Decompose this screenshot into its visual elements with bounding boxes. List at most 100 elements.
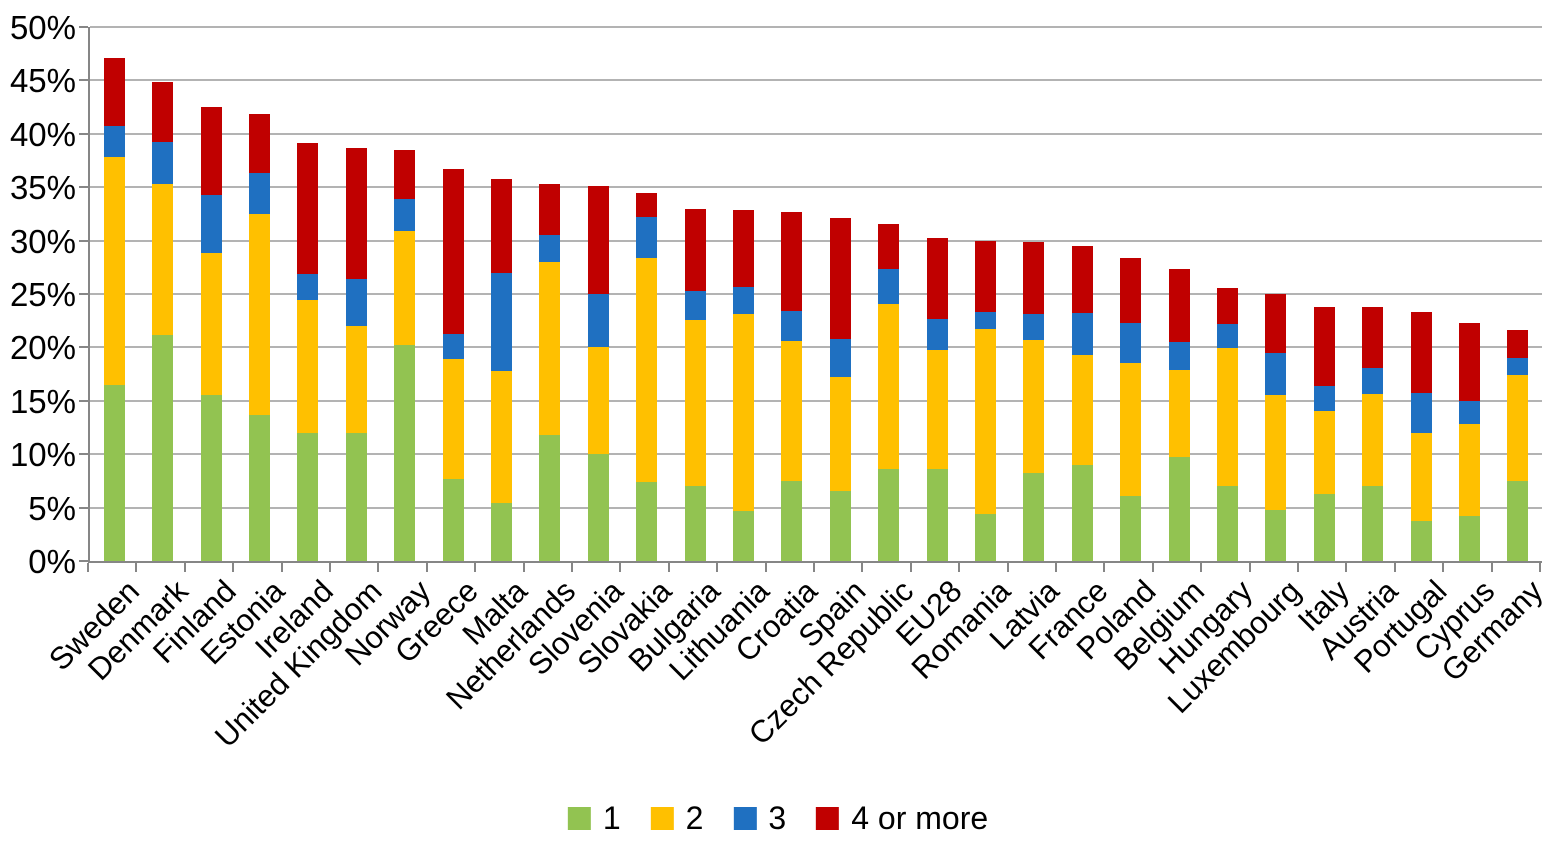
- bar-segment-series-2: [732, 314, 754, 511]
- y-axis-tick: [79, 239, 88, 242]
- bar-stack-sweden: [103, 27, 125, 561]
- legend-swatch: [567, 806, 591, 830]
- bar-segment-series-2: [1458, 424, 1480, 517]
- bar-stack-slovenia: [587, 27, 609, 561]
- bar-segment-series-3: [1507, 358, 1529, 376]
- bar-segment-series-3: [1023, 314, 1045, 340]
- bar-segment-series-1: [248, 414, 270, 561]
- bar-segment-series-4-or-more: [781, 211, 803, 312]
- bar-segment-series-4-or-more: [1168, 269, 1190, 343]
- x-axis-tick: [87, 563, 89, 572]
- bar-segment-series-3: [1313, 385, 1335, 412]
- x-axis-tick: [813, 563, 815, 572]
- bar-segment-series-4-or-more: [152, 81, 174, 143]
- x-axis-tick: [425, 563, 428, 572]
- bar-segment-series-3: [684, 290, 706, 320]
- legend-item-2: 2: [650, 800, 704, 836]
- bar-segment-series-3: [926, 318, 948, 350]
- bar-stack-germany: [1507, 27, 1529, 561]
- bar-stack-bulgaria: [684, 27, 706, 561]
- bar-stack-norway: [394, 27, 416, 561]
- bar-segment-series-2: [1071, 354, 1093, 465]
- bar-segment-series-4-or-more: [1507, 330, 1529, 359]
- y-axis-label: 40%: [9, 115, 76, 153]
- bar-stack-lithuania: [732, 27, 754, 561]
- bar-segment-series-3: [442, 333, 464, 360]
- x-axis-tick: [183, 563, 186, 572]
- y-axis-label: 30%: [9, 222, 76, 260]
- bar-segment-series-2: [1120, 363, 1142, 496]
- bar-segment-series-3: [878, 269, 900, 304]
- bar-segment-series-1: [974, 514, 996, 561]
- bar-segment-series-4-or-more: [442, 169, 464, 334]
- bar-segment-series-2: [1023, 339, 1045, 474]
- bar-segment-series-4-or-more: [636, 192, 658, 218]
- bar-segment-series-3: [539, 235, 561, 262]
- bar-segment-series-3: [200, 194, 222, 254]
- bar-segment-series-2: [878, 303, 900, 470]
- bar-segment-series-3: [1120, 322, 1142, 364]
- y-axis-tick: [79, 26, 88, 28]
- x-axis-tick: [1248, 563, 1251, 572]
- legend-swatch: [816, 806, 840, 830]
- gridline: [90, 239, 1542, 242]
- y-axis-label: 25%: [9, 276, 76, 313]
- bar-stack-czech-republic: [878, 27, 900, 561]
- bar-segment-series-1: [1168, 457, 1190, 561]
- gridline: [90, 26, 1542, 28]
- bar-segment-series-2: [926, 349, 948, 470]
- bar-stack-italy: [1313, 27, 1335, 561]
- bar-segment-series-4-or-more: [829, 218, 851, 339]
- bar-stack-latvia: [1023, 27, 1045, 561]
- x-axis-tick: [1200, 563, 1203, 572]
- bar-segment-series-2: [636, 257, 658, 482]
- bar-segment-series-3: [490, 272, 512, 371]
- y-axis-label: 45%: [9, 62, 76, 100]
- y-axis-label: 20%: [9, 329, 76, 367]
- y-axis-label: 35%: [9, 169, 76, 207]
- bar-segment-series-1: [1023, 473, 1045, 561]
- bar-segment-series-3: [1458, 400, 1480, 425]
- y-axis-tick: [79, 346, 88, 349]
- bar-segment-series-4-or-more: [1313, 306, 1335, 386]
- plot-area: [88, 26, 1542, 563]
- bar-segment-series-4-or-more: [248, 113, 270, 174]
- bar-segment-series-2: [248, 213, 270, 415]
- gridline: [90, 293, 1542, 295]
- bar-segment-series-2: [394, 231, 416, 346]
- bar-stack-united-kingdom: [345, 27, 367, 561]
- bar-segment-series-4-or-more: [1458, 322, 1480, 401]
- y-axis-tick: [79, 506, 88, 509]
- legend-label: 2: [685, 800, 704, 836]
- bar-segment-series-1: [926, 469, 948, 561]
- bar-segment-series-4-or-more: [1120, 257, 1142, 323]
- legend-item-1: 1: [567, 802, 621, 834]
- bar-segment-series-2: [974, 329, 996, 515]
- bar-segment-series-3: [1410, 393, 1432, 433]
- x-axis-tick: [958, 563, 961, 572]
- chart-legend: 1 2 3 4 or more: [567, 800, 989, 836]
- bar-segment-series-2: [684, 319, 706, 487]
- bar-segment-series-3: [636, 217, 658, 258]
- gridline: [90, 453, 1542, 456]
- bar-segment-series-4-or-more: [539, 184, 561, 236]
- bar-stack-poland: [1120, 27, 1142, 561]
- bar-segment-series-3: [781, 311, 803, 341]
- gridline: [90, 346, 1542, 349]
- bar-segment-series-2: [1265, 395, 1287, 510]
- y-axis-label: 5%: [28, 489, 76, 527]
- bar-segment-series-2: [1410, 432, 1432, 522]
- bar-stack-luxembourg: [1265, 27, 1287, 561]
- bar-segment-series-4-or-more: [878, 223, 900, 270]
- bar-segment-series-2: [1168, 369, 1190, 458]
- y-axis-label: 10%: [9, 436, 76, 474]
- legend-label: 4 or more: [851, 800, 989, 836]
- x-axis-tick: [377, 563, 380, 572]
- bar-stack-cyprus: [1458, 27, 1480, 561]
- bar-stack-hungary: [1216, 27, 1238, 561]
- bar-segment-series-2: [587, 347, 609, 455]
- bar-stack-slovakia: [636, 27, 658, 561]
- bar-segment-series-3: [103, 126, 125, 158]
- bar-segment-series-1: [1362, 486, 1384, 561]
- bar-segment-series-1: [587, 454, 609, 561]
